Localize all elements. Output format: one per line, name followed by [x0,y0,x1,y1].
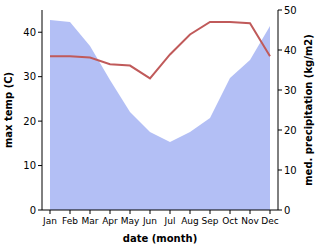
x-tick-label: Aug [181,216,199,226]
y2-tick-label: 10 [284,165,297,176]
chart: 0 10 20 30 40 0 10 20 30 40 50 Jan Feb MarAprMayJun Ju… [0,0,318,247]
x-tick [210,210,211,214]
y-tick [38,165,42,166]
x-tick-label: Oct [222,216,238,226]
x-tick [190,210,191,214]
x-tick [90,210,91,214]
x-tick-label: Jul [164,216,176,226]
y-tick [38,121,42,122]
x-tick-label: Jun [142,216,157,226]
x-tick-label: Nov [241,216,259,226]
x-tick [110,210,111,214]
y2-tick [278,210,282,211]
y2-tick-label: 50 [284,5,297,16]
x-tick-label: Dec [261,216,278,226]
y-tick-label: 20 [23,116,36,127]
x-tick-label: Apr [102,216,118,226]
x-tick-label: Jan [42,216,57,226]
y2-tick [278,90,282,91]
y-tick-label: 30 [23,71,36,82]
x-tick [230,210,231,214]
x-tick-label: Sep [202,216,219,226]
y2-tick-label: 40 [284,45,297,56]
y2-tick [278,10,282,11]
y2-tick [278,170,282,171]
y-tick-label: 40 [23,27,36,38]
x-tick [70,210,71,214]
y-tick [38,76,42,77]
temperature-line [50,22,270,78]
y-tick [38,32,42,33]
y-tick-label: 10 [23,160,36,171]
x-tick-label: Mar [82,216,99,226]
x-tick [170,210,171,214]
y2-tick [278,50,282,51]
x-tick [250,210,251,214]
x-axis [42,210,278,211]
x-tick-label: May [121,216,140,226]
x-tick [150,210,151,214]
y2-tick-label: 30 [284,85,297,96]
y2-tick-label: 0 [284,205,290,216]
y-axis [42,10,43,210]
y2-tick [278,130,282,131]
x-tick [50,210,51,214]
y2-axis-label: med. precipitation (kg/m2) [303,34,314,186]
x-axis-label: date (month) [123,233,197,244]
x-tick [270,210,271,214]
x-tick [130,210,131,214]
y2-axis [278,10,279,210]
x-tick-label: Feb [62,216,78,226]
precipitation-area [50,20,270,210]
y2-tick-label: 20 [284,125,297,136]
y-tick-label: 0 [30,205,36,216]
plot-area [50,20,270,210]
y-axis-label: max temp (C) [3,72,14,148]
y-tick [38,210,42,211]
